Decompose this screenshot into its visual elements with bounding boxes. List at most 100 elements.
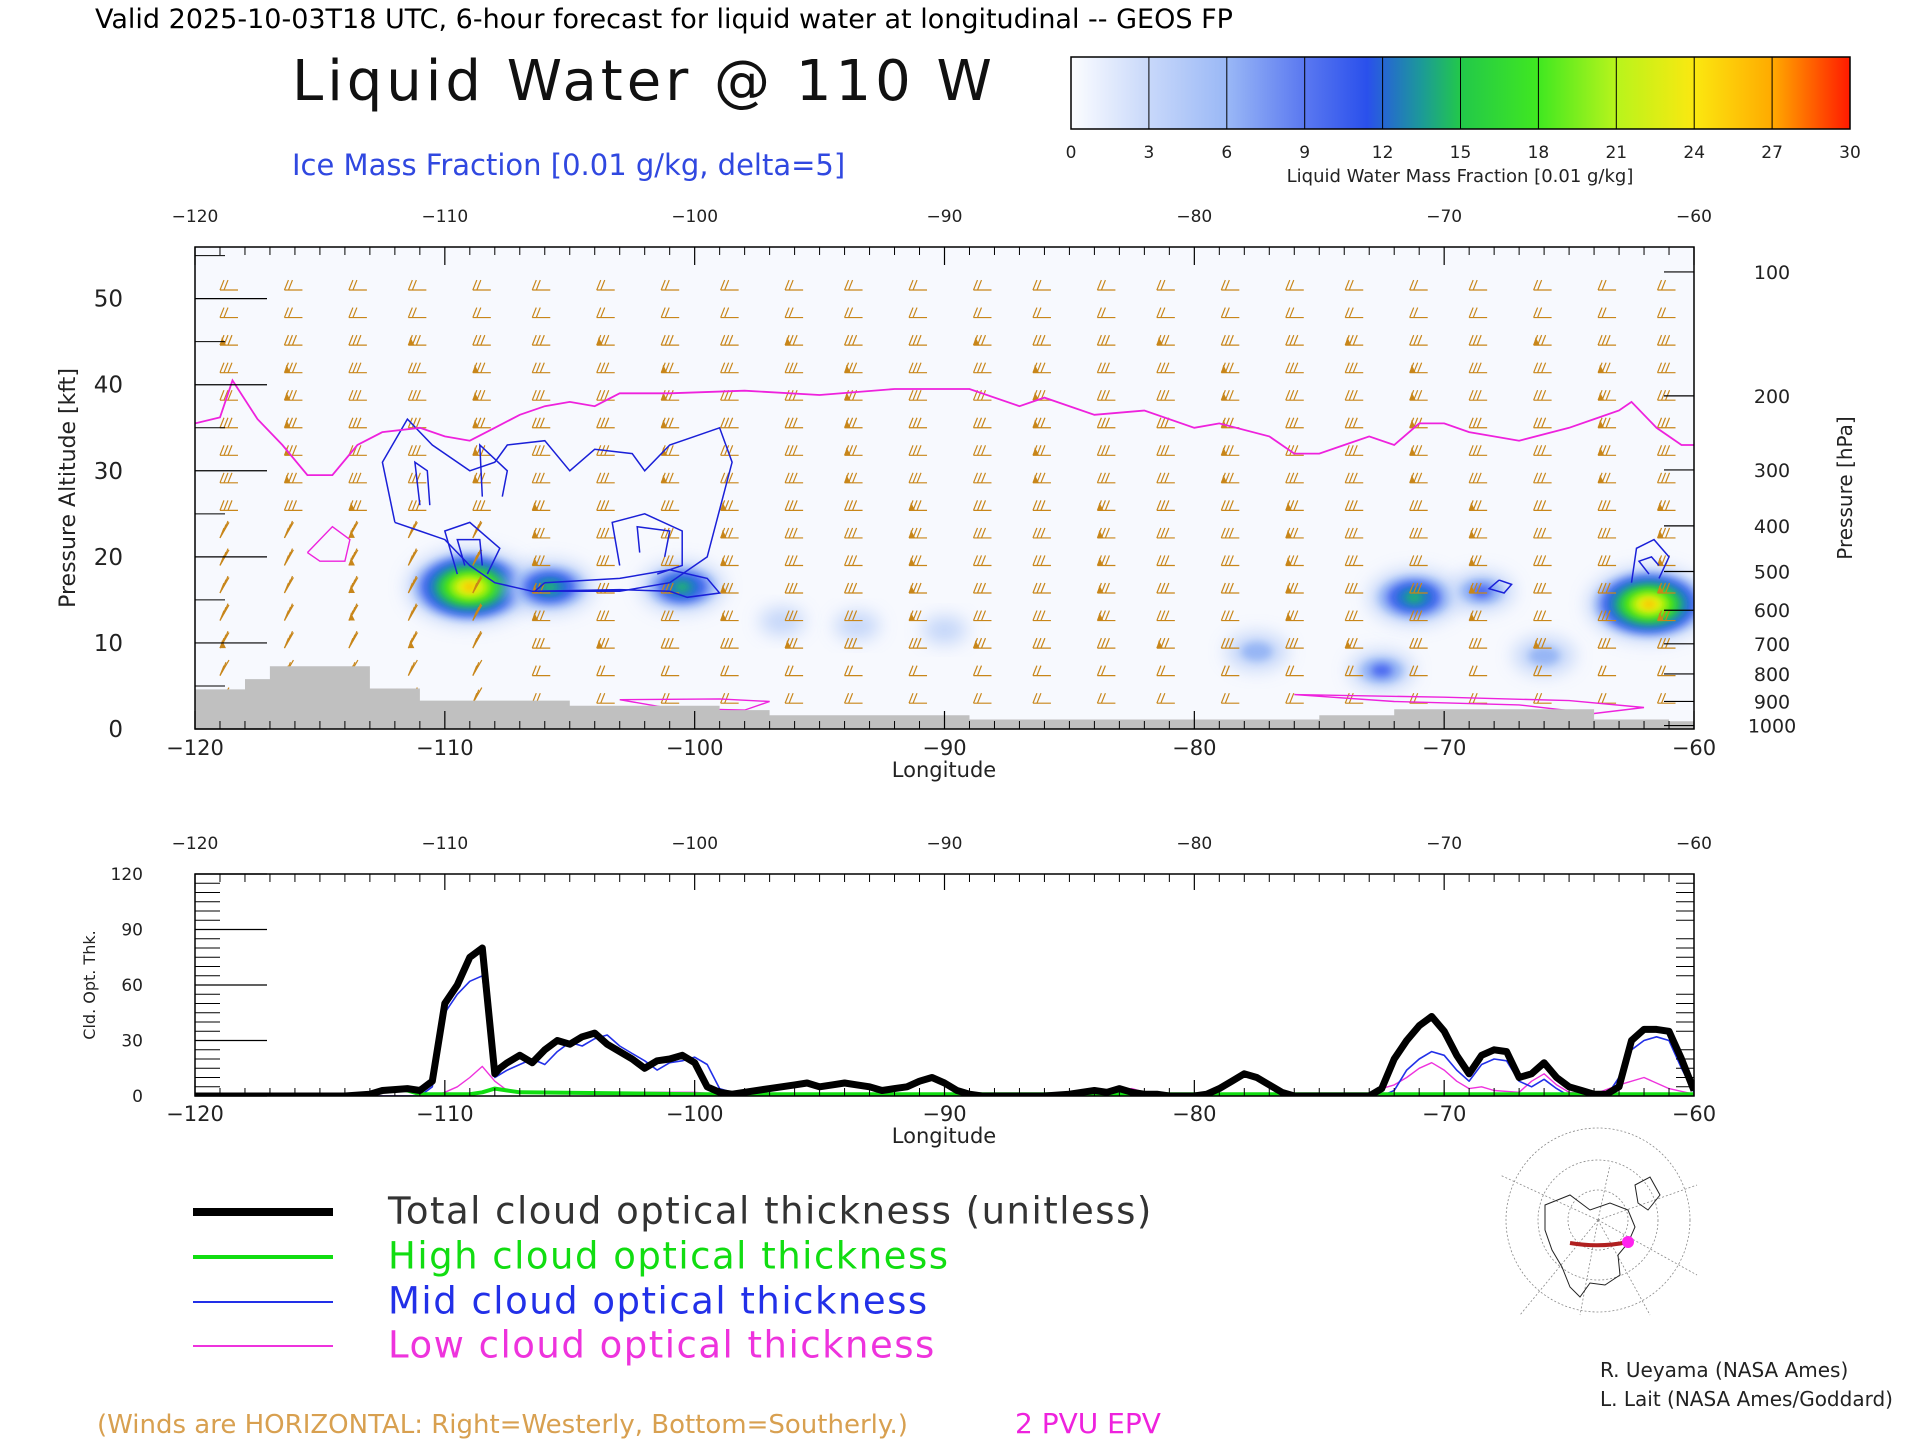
x-tick-label-top: −60 [1676, 207, 1712, 227]
pressure-tick-label: 600 [1754, 600, 1790, 622]
wind-barb [1156, 637, 1175, 649]
valid-line: Valid 2025-10-03T18 UTC, 6-hour forecast… [95, 4, 1233, 35]
wind-barb [844, 307, 863, 319]
liquid-water-cell [759, 607, 805, 635]
wind-barb [348, 362, 367, 374]
ice-contour [443, 521, 501, 575]
wind-barb [596, 472, 615, 484]
wind-barb [283, 548, 294, 566]
lower-x-tick-label: −90 [922, 1102, 966, 1126]
wind-barb [1597, 417, 1617, 429]
wind-barb [472, 417, 491, 429]
wind-barb [908, 279, 928, 291]
liquid-water-cell [1470, 584, 1493, 598]
wind-barb [348, 279, 367, 291]
wind-barb [1597, 334, 1617, 346]
wind-barb [1656, 582, 1676, 594]
liquid-water-cell [1528, 646, 1560, 665]
locator-map [1499, 1127, 1698, 1316]
wind-barb [531, 500, 551, 511]
wind-barb [1597, 527, 1617, 539]
y-tick-label: 30 [94, 459, 123, 485]
wind-barb [908, 362, 928, 374]
wind-barb [1597, 610, 1617, 622]
wind-barb [784, 445, 804, 456]
wind-barb [1220, 472, 1240, 484]
wind-barb [1156, 500, 1175, 511]
upper-y2label: Pressure [hPa] [1833, 416, 1857, 559]
epv-2pvu-line [195, 378, 1694, 476]
wind-barb [1285, 307, 1304, 319]
wind-barb [596, 500, 615, 511]
wind-barb [1409, 472, 1428, 484]
wind-barb [1344, 417, 1364, 429]
wind-barb [1656, 362, 1676, 374]
wind-barb [1656, 445, 1676, 456]
wind-barb [784, 665, 804, 677]
wind-barb [1656, 637, 1676, 649]
wind-barb [348, 334, 367, 346]
wind-barb [596, 307, 615, 319]
wind-barb [1656, 610, 1676, 622]
colorbar-tick-label: 3 [1143, 143, 1154, 163]
wind-barb [1533, 445, 1552, 456]
wind-barb [1533, 389, 1552, 401]
wind-barb [1285, 445, 1304, 456]
wind-barb [1032, 665, 1051, 677]
wind-barb [472, 575, 483, 594]
wind-barb [1032, 527, 1051, 539]
wind-barb [1096, 610, 1116, 622]
wind-barb [908, 500, 928, 511]
liquid-water-cell [834, 612, 880, 640]
legend-label-mid: Mid cloud optical thickness [388, 1280, 929, 1323]
lower-x-tick-label: −120 [166, 1102, 224, 1126]
lower-y-tick-label: 90 [121, 921, 143, 941]
wind-barb [1096, 279, 1116, 291]
wind-barb [1533, 527, 1552, 539]
wind-barb [219, 445, 238, 456]
wind-barb [784, 610, 804, 622]
wind-barb [1032, 362, 1051, 374]
wind-barb [407, 445, 427, 456]
wind-barb [1344, 610, 1364, 622]
wind-barb [1533, 500, 1552, 511]
colorbar: 0 3 6 9 12 15 18 21 24 27 30 Liquid Water Mass Fra… [1066, 56, 1861, 187]
lower-x-tick-label-top: −90 [927, 834, 963, 854]
wind-barb [1156, 362, 1175, 374]
wind-barb [1220, 527, 1240, 539]
wind-barb [1032, 389, 1051, 401]
wind-barb [972, 610, 992, 622]
wind-barb [1409, 334, 1428, 346]
lower-x-tick-label: −80 [1172, 1102, 1216, 1126]
wind-barb [1409, 279, 1428, 291]
wind-barb [348, 630, 359, 649]
series-line-total [195, 944, 1694, 1096]
wind-barb [1032, 610, 1051, 622]
wind-barb [1220, 389, 1240, 401]
wind-barb [1656, 334, 1676, 346]
wind-barb [1597, 307, 1617, 319]
wind-barb [844, 527, 863, 539]
wind-barb [1032, 279, 1051, 291]
liquid-water-cell [1642, 600, 1656, 609]
x-tick-label: −70 [1422, 736, 1466, 760]
wind-barb [348, 500, 367, 511]
liquid-water-cell [1405, 591, 1424, 603]
wind-barb [720, 555, 739, 567]
wind-barb [1096, 417, 1116, 429]
wind-barb [472, 334, 491, 346]
lower-axes: −120 −120 −110 −110 −100 −100 −90 −90 −80 −80 −70 −… [111, 834, 1717, 1126]
wind-barb [844, 472, 863, 484]
wind-barb [720, 500, 739, 511]
wind-barb [407, 659, 418, 676]
upper-axes: −120 −120 −110 −110 −100 −100 −90 −90 −80 −80 −70 −… [94, 207, 1796, 760]
epv-low-contour [306, 525, 351, 562]
wind-barb [1344, 582, 1364, 594]
lower-x-tick-label: −110 [416, 1102, 474, 1126]
colorbar-tick-label: 0 [1066, 143, 1077, 163]
wind-barb [1096, 389, 1116, 401]
pressure-tick-label: 100 [1754, 262, 1790, 284]
x-tick-label-top: −100 [671, 207, 718, 227]
wind-barb [844, 417, 863, 429]
